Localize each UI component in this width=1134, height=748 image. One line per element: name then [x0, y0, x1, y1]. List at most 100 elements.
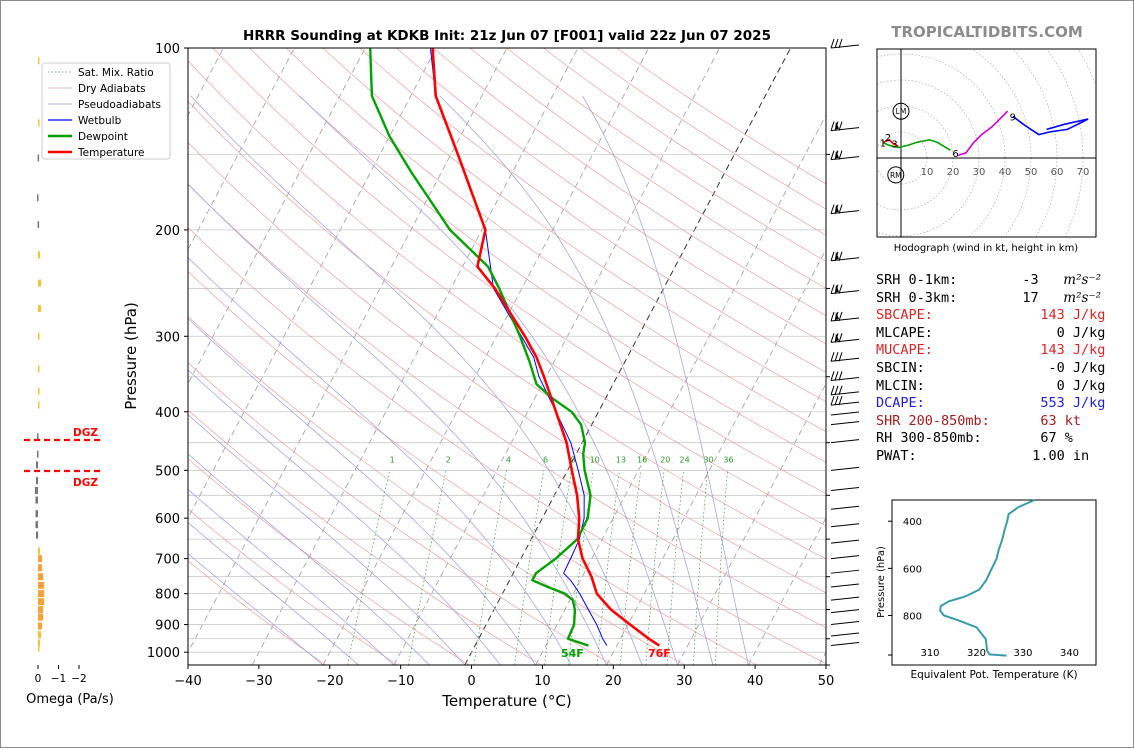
legend-label: Pseudoadiabats [78, 99, 161, 111]
omega-bar [37, 433, 39, 441]
legend: Sat. Mix. Ratio Dry Adiabats Pseudoadiabat… [41, 62, 171, 160]
parameter-value: 63 kt [1016, 412, 1082, 429]
parameter-value: 67 % [1016, 430, 1073, 447]
barb-flag [838, 395, 843, 406]
omega-bar [35, 510, 38, 518]
legend-label: Dewpoint [78, 131, 128, 143]
barb-flag [838, 150, 843, 160]
parameter-row: SBCAPE: 143 J/kg [876, 307, 1106, 325]
omega-bar [38, 564, 43, 572]
y-tick-label: 900 [155, 619, 180, 634]
mixing-ratio-line [619, 470, 642, 665]
omega-plot: Omega (Pa/s) 0 −1 −2 DGZ DGZ [24, 57, 114, 707]
wind-barb [830, 555, 860, 560]
barb-pennant [835, 251, 839, 260]
hodograph-tick-label: 60 [1051, 167, 1064, 178]
parameter-label: MLCIN: [876, 377, 925, 394]
moist-adiabat [190, 95, 643, 665]
omega-bar [38, 573, 44, 581]
omega-bar [38, 644, 40, 652]
barb-flag [830, 352, 835, 362]
hodograph-plot: 10 20 30 40 50 60 70 123 6 9 LM RM Hodograph (wind … [876, 48, 1097, 254]
isotherm [0, 48, 11, 665]
hodograph-trace [882, 138, 951, 151]
omega-tick-label: −2 [71, 673, 86, 685]
omega-bar [37, 221, 40, 229]
parameter-label: SBCAPE: [876, 307, 933, 324]
dry-adiabat [212, 48, 826, 495]
omega-xlabel: Omega (Pa/s) [26, 692, 114, 707]
omega-bar [36, 461, 39, 469]
barb-flag [838, 121, 843, 131]
dry-adiabat [249, 48, 826, 463]
barb-pennant [835, 333, 839, 342]
hodograph-height-label: 3 [891, 140, 897, 151]
surface-temp-label: 76F [648, 647, 671, 660]
parameter-value: -0 J/kg [1016, 359, 1106, 376]
dry-adiabat [432, 48, 826, 317]
theta-e-ytick-label: 600 [903, 564, 922, 575]
barb-pennant [835, 150, 839, 159]
omega-bar [37, 154, 40, 162]
wind-barb [830, 621, 860, 626]
omega-bar [38, 613, 44, 621]
parameter-row: DCAPE: 553 J/kg [876, 395, 1105, 413]
x-tick-label: −10 [387, 674, 414, 689]
dry-adiabat [285, 48, 826, 432]
barb-flag [830, 395, 835, 406]
theta-e-tick-label: 340 [1060, 648, 1079, 659]
mixing-ratio-label: 8 [570, 456, 575, 465]
hodograph-trace [882, 138, 899, 148]
parameter-label: DCAPE: [876, 395, 925, 412]
y-tick-label: 200 [155, 224, 180, 239]
barb-flag [838, 38, 843, 49]
chart-title: HRRR Sounding at KDKB Init: 21z Jun 07 [… [243, 28, 771, 44]
barb-flag [830, 371, 835, 381]
isotherm [188, 48, 366, 385]
parameter-label: SRH 0-1km: [876, 272, 958, 288]
parameter-value: -3 [989, 272, 1039, 288]
watermark: TROPICALTIDBITS.COM [891, 23, 1083, 41]
barb-flag [834, 371, 839, 381]
legend-label: Temperature [77, 147, 145, 159]
wind-barb [830, 596, 860, 601]
barb-flag [838, 385, 843, 395]
omega-bar [38, 119, 40, 127]
dry-adiabat [396, 48, 826, 345]
omega-bar [38, 547, 41, 555]
mixing-ratio-line [596, 470, 620, 665]
parameter-label: SHR 200-850mb: [876, 412, 990, 429]
dry-adiabat [188, 316, 686, 665]
parameter-row: MUCAPE: 143 J/kg [876, 342, 1105, 360]
omega-bar [38, 57, 40, 65]
mixing-ratio-line [408, 470, 447, 665]
parameter-value: 143 J/kg [1016, 307, 1106, 324]
y-tick-label: 300 [155, 330, 180, 345]
mixing-ratio-line [347, 470, 391, 665]
x-tick-label: 50 [818, 674, 835, 689]
mixing-ratio-line [514, 470, 545, 665]
moist-adiabat [188, 369, 501, 665]
isotherm [464, 48, 791, 665]
omega-bar [38, 279, 42, 287]
temperature-profile [431, 48, 661, 647]
omega-bar [34, 487, 38, 494]
wind-barb [830, 569, 860, 574]
isotherm [188, 48, 437, 519]
wind-barb [830, 466, 860, 471]
omega-bar [35, 521, 38, 529]
y-tick-label: 1000 [147, 646, 180, 661]
skewt-xlabel: Temperature (°C) [441, 692, 571, 710]
legend-label: Dry Adiabats [78, 83, 146, 95]
x-tick-label: 40 [747, 674, 764, 689]
parameter-row: SBCIN: -0 J/kg [876, 359, 1106, 378]
wind-barb [830, 505, 860, 510]
mixing-ratio-label: 24 [680, 456, 690, 465]
wind-barb [830, 411, 860, 416]
omega-tick-label: 0 [35, 673, 42, 685]
dry-adiabat [188, 362, 614, 665]
moist-adiabat [188, 522, 359, 665]
parameter-row: PWAT: 1.00 in [876, 448, 1101, 466]
theta-e-ylabel: Pressure (hPa) [876, 546, 887, 618]
omega-bar [38, 590, 45, 598]
